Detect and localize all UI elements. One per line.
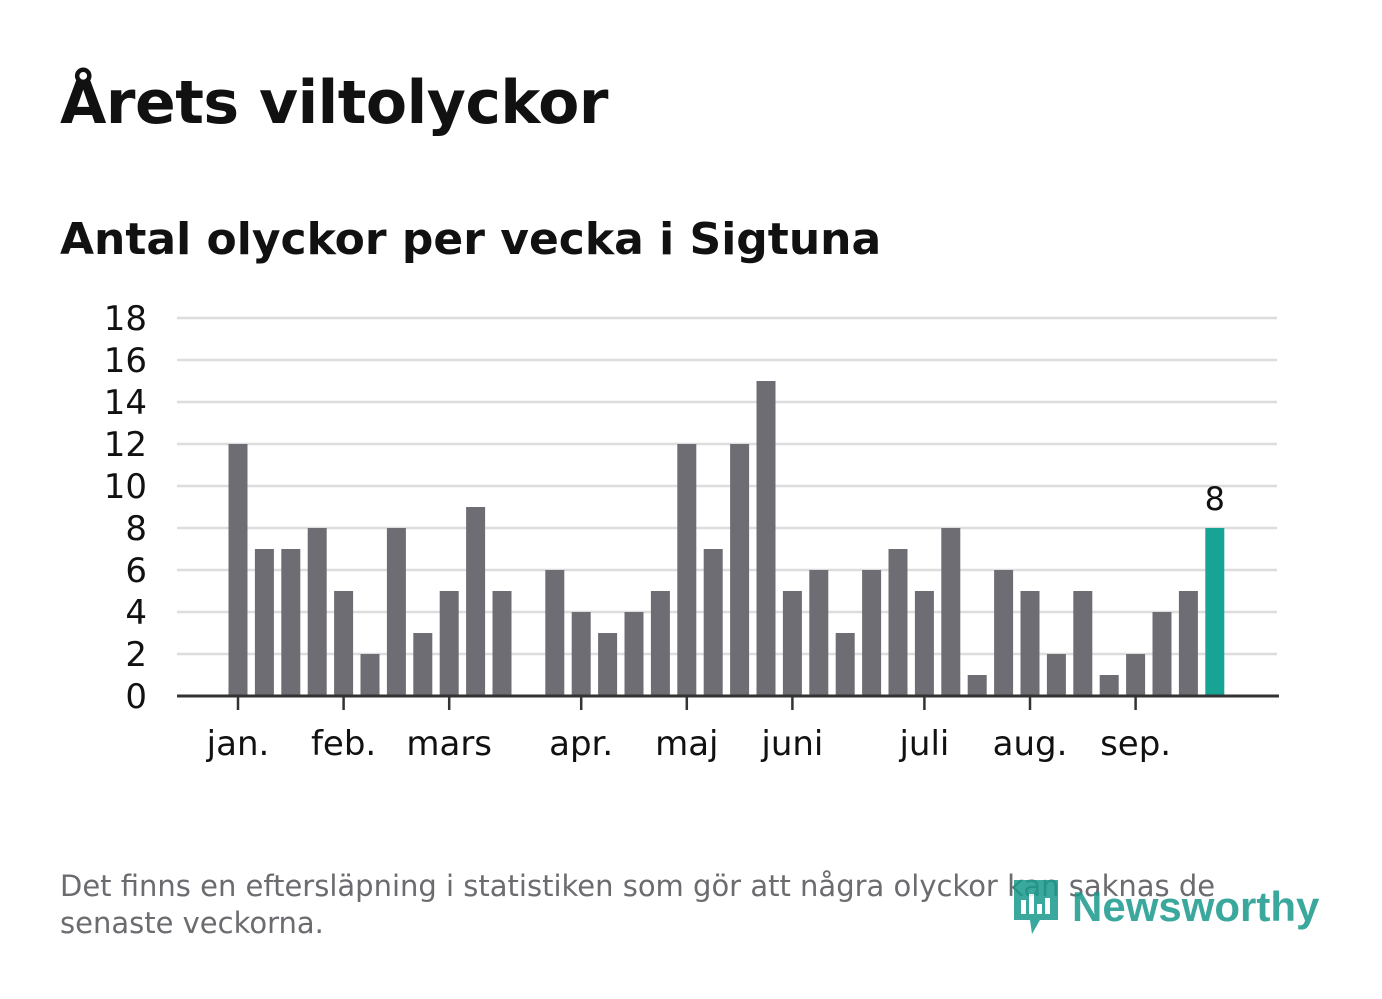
y-tick-label-18: 18	[104, 299, 147, 339]
bar-week-31	[1020, 591, 1040, 696]
chart-title: Årets viltolyckor	[60, 68, 609, 138]
bar-week-13	[545, 570, 565, 696]
bar-week-32	[1046, 654, 1066, 696]
y-tick-label-6: 6	[125, 551, 147, 591]
bar-week-7	[386, 528, 406, 696]
x-axis	[177, 694, 1279, 710]
bar-week-22	[782, 591, 802, 696]
y-tick-label-8: 8	[125, 509, 147, 549]
y-tick-label-12: 12	[104, 425, 147, 465]
x-tick-label-apr: apr.	[549, 724, 613, 764]
newsworthy-logo: Newsworthy	[1010, 876, 1319, 938]
bar-week-11	[492, 591, 512, 696]
y-tick-label-16: 16	[104, 341, 147, 381]
x-tick-label-juli: juli	[898, 724, 949, 764]
bar-week-8	[413, 633, 433, 696]
x-tick-label-feb: feb.	[311, 724, 376, 764]
bar-week-9	[439, 591, 459, 696]
bar-week-19	[703, 549, 723, 696]
bar-week-17	[650, 591, 670, 696]
bar-week-15	[598, 633, 618, 696]
x-tick-label-aug: aug.	[993, 724, 1068, 764]
newsworthy-logo-text: Newsworthy	[1072, 883, 1320, 930]
bar-week-20	[730, 444, 750, 696]
y-tick-label-4: 4	[125, 593, 147, 633]
bar-week-36	[1152, 612, 1172, 696]
x-axis-tick-labels: jan. feb. mars apr. maj juni juli aug. sep.	[206, 724, 1171, 764]
bar-week-4	[307, 528, 327, 696]
bar-week-2	[254, 549, 274, 696]
bar-week-28	[941, 528, 961, 696]
bar-week-10	[466, 507, 486, 696]
x-tick-label-juni: juni	[760, 724, 823, 764]
bar-week-24	[835, 633, 855, 696]
y-tick-label-10: 10	[104, 467, 147, 507]
bar-week-6	[360, 654, 380, 696]
x-tick-label-jan: jan.	[206, 724, 270, 764]
newsworthy-logo-icon	[1014, 880, 1058, 934]
bar-week-5	[334, 591, 354, 696]
bar-week-30	[994, 570, 1014, 696]
data-labels: 8	[1205, 480, 1225, 518]
data-label-last-week: 8	[1205, 480, 1225, 518]
bar-week-33	[1073, 591, 1093, 696]
bar-week-3	[281, 549, 301, 696]
x-tick-label-mars: mars	[406, 724, 492, 764]
bar-week-1	[228, 444, 248, 696]
x-tick-label-sep: sep.	[1100, 724, 1171, 764]
bar-week-25	[862, 570, 882, 696]
y-tick-label-2: 2	[125, 635, 147, 675]
bar-week-38	[1205, 528, 1225, 696]
y-tick-label-14: 14	[104, 383, 147, 423]
bar-week-21	[756, 381, 776, 696]
bar-week-34	[1099, 675, 1119, 696]
bar-week-16	[624, 612, 644, 696]
gridlines	[177, 316, 1277, 656]
bar-week-18	[677, 444, 697, 696]
bar-week-37	[1178, 591, 1198, 696]
bar-week-26	[888, 549, 908, 696]
chart-subtitle: Antal olyckor per vecka i Sigtuna	[60, 214, 882, 265]
bar-week-35	[1126, 654, 1146, 696]
y-tick-label-0: 0	[125, 677, 147, 717]
bar-week-27	[914, 591, 934, 696]
bar-week-14	[571, 612, 591, 696]
x-tick-label-maj: maj	[655, 724, 718, 764]
bar-week-29	[967, 675, 987, 696]
bars	[228, 381, 1225, 696]
bar-week-23	[809, 570, 829, 696]
